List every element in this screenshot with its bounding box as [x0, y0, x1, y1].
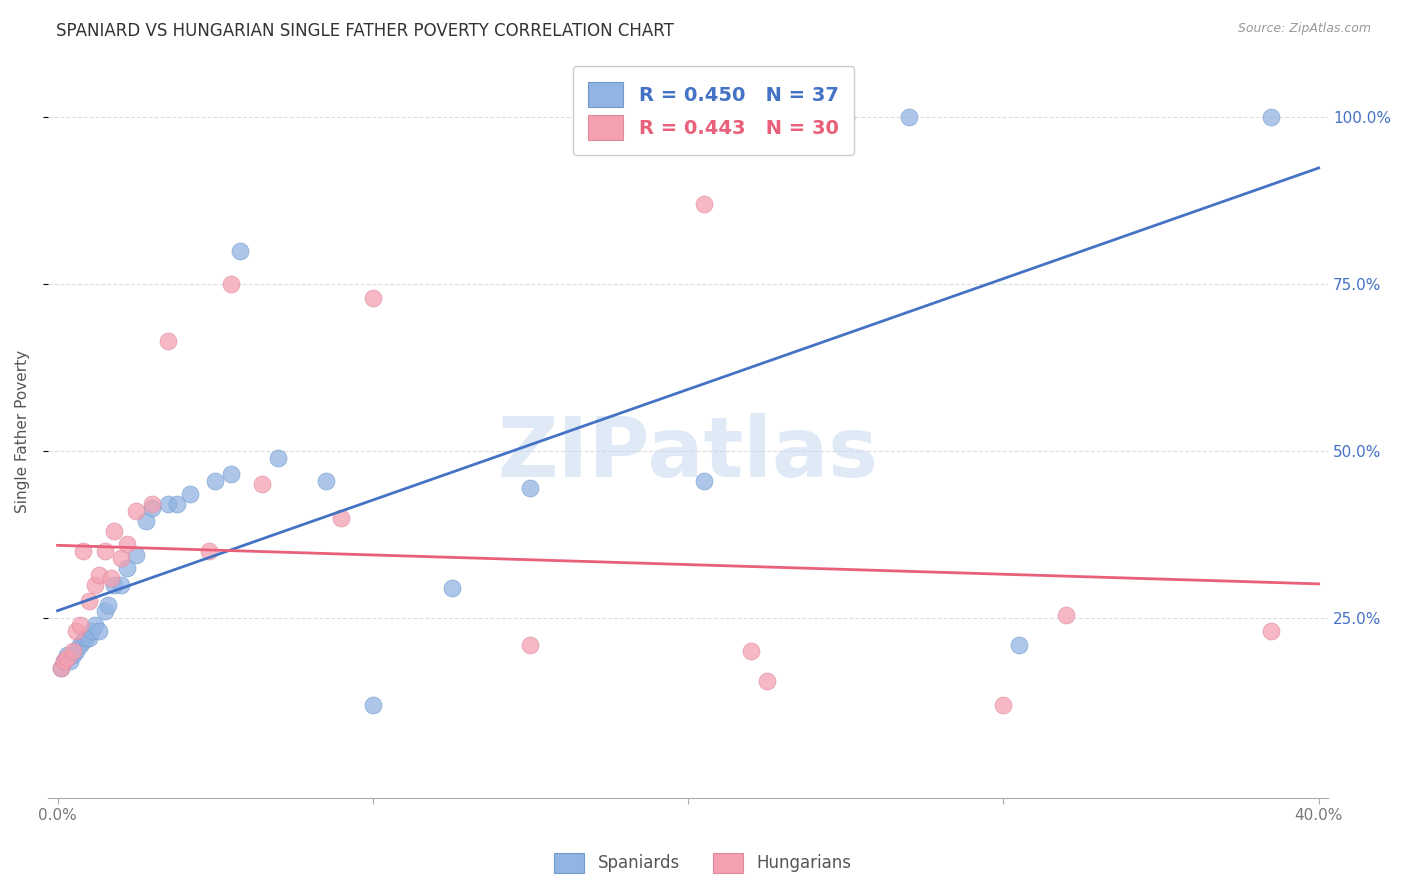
Point	[115, 537, 138, 551]
Point	[229, 244, 252, 258]
Point	[94, 544, 117, 558]
Point	[65, 624, 87, 639]
Point	[49, 661, 72, 675]
Point	[219, 277, 242, 292]
Point	[135, 514, 157, 528]
Point	[84, 577, 107, 591]
Point	[62, 644, 84, 658]
Point	[204, 474, 226, 488]
Point	[693, 197, 716, 211]
Point	[110, 577, 132, 591]
Point	[125, 504, 148, 518]
Point	[267, 450, 290, 465]
Point	[87, 624, 110, 639]
Point	[315, 474, 337, 488]
Point	[77, 594, 100, 608]
Point	[166, 498, 188, 512]
Text: ZIPatlas: ZIPatlas	[498, 413, 879, 493]
Point	[993, 698, 1015, 712]
Point	[69, 638, 91, 652]
Point	[1260, 624, 1282, 639]
Point	[156, 498, 179, 512]
Point	[103, 577, 125, 591]
Point	[97, 598, 120, 612]
Point	[693, 474, 716, 488]
Text: SPANIARD VS HUNGARIAN SINGLE FATHER POVERTY CORRELATION CHART: SPANIARD VS HUNGARIAN SINGLE FATHER POVE…	[56, 22, 673, 40]
Point	[740, 644, 762, 658]
Point	[77, 631, 100, 645]
Point	[56, 651, 79, 665]
Point	[72, 634, 94, 648]
Text: Source: ZipAtlas.com: Source: ZipAtlas.com	[1237, 22, 1371, 36]
Point	[1054, 607, 1077, 622]
Point	[49, 661, 72, 675]
Point	[179, 487, 201, 501]
Legend: R = 0.450   N = 37, R = 0.443   N = 30: R = 0.450 N = 37, R = 0.443 N = 30	[572, 66, 855, 155]
Point	[59, 654, 82, 668]
Point	[219, 467, 242, 482]
Point	[519, 638, 541, 652]
Point	[361, 698, 384, 712]
Point	[72, 544, 94, 558]
Point	[252, 477, 274, 491]
Point	[198, 544, 221, 558]
Point	[1260, 111, 1282, 125]
Point	[835, 111, 858, 125]
Point	[1008, 638, 1031, 652]
Point	[62, 648, 84, 662]
Point	[84, 617, 107, 632]
Point	[115, 561, 138, 575]
Y-axis label: Single Father Poverty: Single Father Poverty	[15, 350, 30, 513]
Point	[897, 111, 920, 125]
Point	[125, 548, 148, 562]
Point	[87, 567, 110, 582]
Point	[110, 550, 132, 565]
Point	[519, 481, 541, 495]
Point	[755, 674, 778, 689]
Point	[52, 654, 75, 668]
Point	[156, 334, 179, 348]
Point	[52, 654, 75, 668]
Point	[69, 617, 91, 632]
Point	[75, 631, 97, 645]
Point	[141, 498, 163, 512]
Point	[56, 648, 79, 662]
Legend: Spaniards, Hungarians: Spaniards, Hungarians	[548, 847, 858, 880]
Point	[103, 524, 125, 538]
Point	[330, 511, 353, 525]
Point	[65, 644, 87, 658]
Point	[100, 571, 122, 585]
Point	[440, 581, 463, 595]
Point	[82, 624, 104, 639]
Point	[141, 500, 163, 515]
Point	[94, 604, 117, 618]
Point	[361, 291, 384, 305]
